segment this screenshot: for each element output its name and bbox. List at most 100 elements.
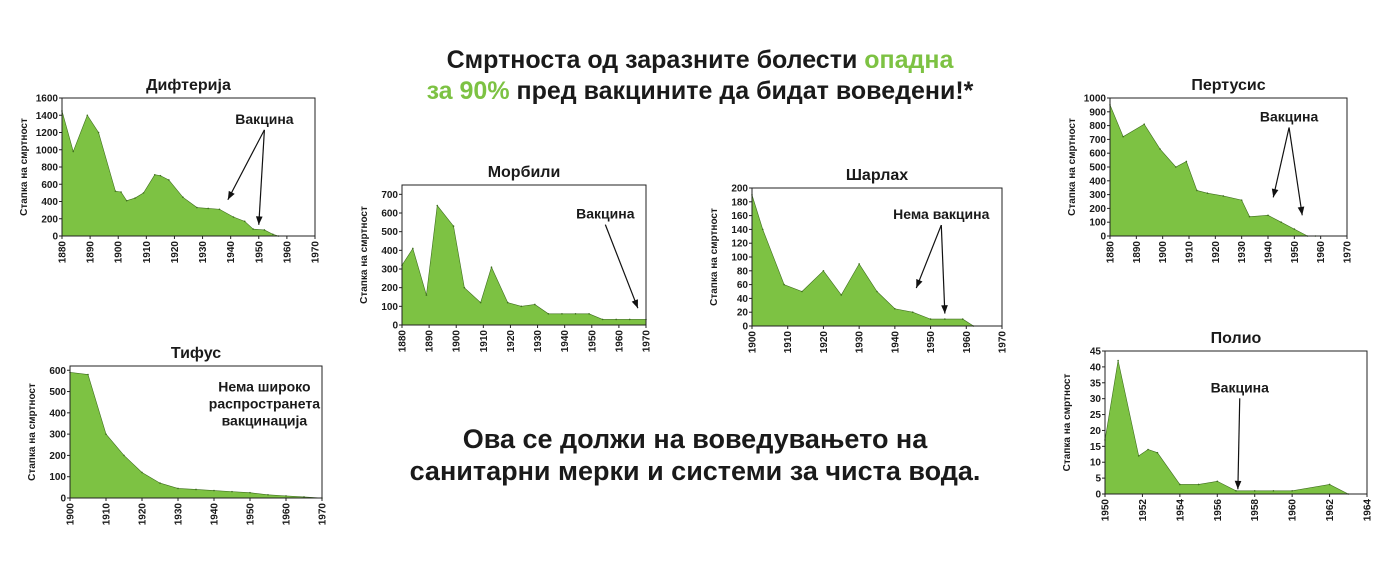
data-point — [944, 318, 946, 320]
x-tick-label: 1940 — [226, 241, 237, 264]
x-tick-label: 1950 — [1290, 241, 1301, 264]
x-tick-label: 1890 — [1132, 241, 1143, 264]
y-tick-label: 300 — [1089, 190, 1106, 201]
series-area — [1104, 360, 1349, 495]
data-point — [177, 487, 179, 490]
data-point — [243, 220, 246, 223]
x-tick-label: 1970 — [311, 241, 322, 264]
data-point — [858, 263, 860, 265]
y-tick-label: 0 — [60, 494, 66, 505]
x-tick-label: 1910 — [142, 241, 153, 264]
y-tick-label: 100 — [1089, 218, 1106, 229]
y-tick-label: 40 — [1090, 362, 1102, 373]
x-tick-label: 1940 — [210, 503, 221, 526]
data-point — [822, 270, 825, 272]
annotation-line: Нема широко — [218, 379, 310, 395]
x-tick-label: 1920 — [819, 331, 830, 354]
x-tick-label: 1952 — [1138, 499, 1149, 522]
annotation-line: распространета — [209, 396, 320, 412]
data-point — [123, 454, 125, 457]
data-point — [961, 318, 964, 320]
x-tick-label: 1940 — [1264, 241, 1275, 264]
annotation-arrowhead — [227, 190, 235, 200]
annotation-label: Нема широко распространета вакцинација — [209, 379, 320, 429]
x-tick-label: 1930 — [533, 330, 544, 353]
annotation-arrowhead — [1271, 188, 1279, 198]
data-point — [1248, 215, 1251, 218]
x-tick-label: 1962 — [1325, 499, 1336, 522]
annotation-label: Вакцина — [235, 111, 294, 127]
data-point — [1222, 195, 1225, 197]
series-area — [401, 204, 647, 326]
data-point — [547, 313, 550, 315]
chart-title: Пертусис — [1191, 77, 1265, 94]
data-point — [114, 190, 117, 192]
annotation-arrow — [1237, 398, 1241, 490]
data-point — [134, 197, 136, 199]
annotation-label: Вакцина — [1211, 379, 1270, 395]
y-tick-label: 25 — [1090, 410, 1102, 421]
x-tick-label: 1964 — [1363, 499, 1374, 522]
headline-bottom-line2: санитарни мерки и системи за чиста вода. — [409, 456, 981, 486]
data-point — [263, 229, 266, 231]
data-point — [1235, 490, 1237, 492]
data-point — [1122, 135, 1124, 138]
data-point — [72, 150, 75, 153]
x-tick-label: 1960 — [1288, 499, 1299, 522]
y-tick-label: 1000 — [36, 145, 59, 156]
data-point — [452, 225, 455, 227]
data-point — [1293, 228, 1296, 230]
x-tick-label: 1930 — [855, 331, 866, 354]
x-tick-label: 1970 — [318, 503, 329, 526]
x-tick-label: 1880 — [1106, 241, 1117, 264]
x-tick-label: 1920 — [506, 330, 517, 353]
x-tick-label: 1900 — [66, 503, 77, 526]
data-point — [159, 174, 162, 177]
x-tick-label: 1950 — [587, 330, 598, 353]
y-tick-label: 500 — [1089, 163, 1106, 174]
annotation-arrowhead — [1297, 206, 1305, 216]
data-point — [1216, 480, 1219, 483]
chart-scarlet-fever: Шарлах Стапка на смртност 0 20 40 60 80 100 120 1… — [709, 167, 1009, 354]
data-point — [207, 207, 209, 210]
y-tick-label: 20 — [1090, 426, 1102, 437]
data-point — [120, 191, 122, 193]
data-point — [628, 318, 631, 321]
annotation-arrow — [940, 225, 946, 314]
y-tick-label: 0 — [392, 321, 398, 332]
x-tick-label: 1954 — [1175, 499, 1186, 522]
y-tick-label: 140 — [731, 225, 748, 236]
y-tick-label: 1600 — [36, 94, 59, 105]
y-tick-label: 700 — [1089, 135, 1106, 146]
y-tick-label: 300 — [49, 430, 66, 441]
y-tick-label: 10 — [1090, 458, 1102, 469]
y-axis-label: Стапка на смртност — [19, 118, 30, 216]
series-area — [61, 110, 279, 237]
y-tick-label: 600 — [381, 209, 398, 220]
y-tick-label: 800 — [41, 163, 58, 174]
x-tick-label: 1970 — [642, 330, 653, 353]
data-point — [168, 179, 170, 181]
x-tick-label: 1890 — [86, 241, 97, 264]
annotation-arrow — [1272, 127, 1290, 198]
x-tick-label: 1940 — [560, 330, 571, 353]
data-point — [97, 131, 100, 134]
y-axis-label: Стапка на смртност — [709, 208, 720, 306]
y-tick-label: 1400 — [36, 111, 59, 122]
x-tick-label: 1930 — [198, 241, 209, 264]
data-point — [534, 303, 536, 306]
annotation-arrowhead — [255, 216, 263, 225]
y-tick-label: 100 — [381, 302, 398, 313]
y-tick-label: 0 — [742, 322, 748, 333]
x-tick-label: 1910 — [783, 331, 794, 354]
y-tick-label: 0 — [1100, 232, 1106, 243]
plot-frame — [1104, 350, 1368, 495]
headline-bottom-line1: Ова се должи на воведувањето на — [462, 424, 928, 454]
x-tick-label: 1920 — [170, 241, 181, 264]
x-tick-label: 1900 — [114, 241, 125, 264]
y-tick-label: 600 — [49, 366, 66, 377]
series-area — [751, 194, 975, 327]
y-tick-label: 30 — [1090, 394, 1102, 405]
plot-frame — [401, 184, 647, 326]
data-point — [1267, 214, 1269, 217]
